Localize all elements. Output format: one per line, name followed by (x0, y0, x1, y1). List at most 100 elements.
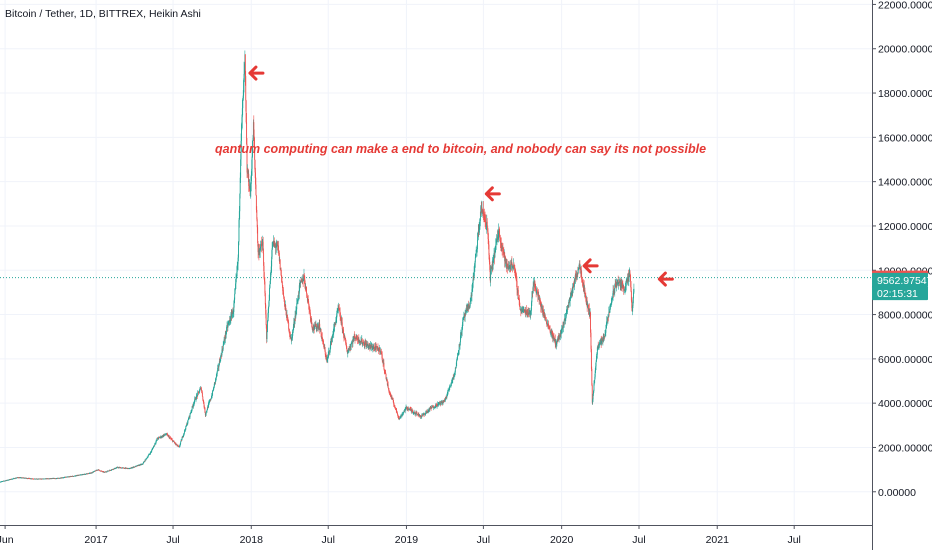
candle-body (398, 417, 400, 419)
candle-body (488, 244, 490, 255)
candle-body (197, 392, 199, 397)
candle-body (261, 245, 263, 247)
candle-body (459, 335, 461, 343)
candle-body (243, 73, 245, 81)
candle-body (198, 391, 200, 393)
candle-body (550, 332, 552, 334)
candle-body (439, 402, 441, 404)
candle-body (496, 238, 498, 243)
candle-body (450, 383, 452, 386)
candle-body (182, 435, 184, 437)
candle-body (528, 313, 529, 315)
candle-body (154, 443, 156, 445)
candle-body (325, 354, 327, 356)
candle-body (168, 436, 170, 439)
candle-body (224, 339, 226, 341)
candle-body (462, 316, 464, 320)
candle-body (222, 349, 224, 351)
candle-body (152, 447, 154, 449)
candle-body (300, 280, 302, 284)
candle-body (579, 263, 581, 270)
candle-body (234, 293, 236, 300)
candle-body (582, 280, 583, 282)
candle-body (395, 408, 397, 411)
candle-body (294, 315, 296, 322)
candle-body (594, 370, 596, 377)
candle-body (233, 303, 235, 312)
candle-body (402, 413, 404, 415)
candle-body (279, 260, 281, 270)
candle-body (218, 365, 220, 368)
candle-body (344, 335, 346, 338)
candle-body (434, 407, 436, 408)
candle-body (605, 328, 607, 333)
candle-body (420, 416, 422, 418)
x-tick-label: 2017 (84, 534, 108, 546)
candle-body (322, 340, 324, 342)
candle-body (630, 281, 632, 291)
candle-body (631, 300, 633, 309)
candle-body (472, 283, 474, 289)
candle-body (465, 309, 467, 311)
candle-body (285, 309, 287, 316)
candle-body (411, 409, 413, 412)
candle-body (392, 399, 394, 403)
candle-body (298, 293, 300, 297)
x-tick-label: Jun (0, 534, 14, 546)
candle-body (568, 300, 570, 308)
candle-body (306, 287, 307, 294)
candle-body (280, 268, 282, 276)
candle-body (337, 308, 339, 313)
candle-body (538, 294, 540, 296)
candle-body (516, 280, 518, 290)
candle-body (449, 387, 451, 388)
candle-body (336, 313, 338, 319)
candle-body (470, 300, 472, 302)
candle-body (101, 470, 103, 472)
candle-body (281, 281, 283, 286)
candles-layer[interactable] (0, 50, 635, 483)
candle-body (243, 80, 245, 96)
candle-body (481, 209, 483, 213)
candle-body (477, 230, 479, 238)
candle-body (226, 327, 228, 333)
candle-body (241, 108, 243, 118)
candle-body (233, 299, 235, 304)
candle-body (415, 412, 417, 415)
candle-body (306, 293, 308, 297)
candle-body (525, 310, 527, 312)
candle-body (352, 339, 354, 344)
candle-body (363, 342, 365, 346)
candle-body (268, 300, 270, 306)
candle-body (417, 413, 418, 415)
candle-body (269, 287, 271, 301)
candle-body (567, 305, 569, 310)
candle-body (199, 388, 201, 390)
candle-body (434, 406, 436, 408)
candle-body (499, 229, 501, 238)
candle-body (581, 271, 583, 280)
candle-body (582, 281, 584, 286)
candle-body (230, 314, 232, 321)
candle-body (296, 303, 298, 310)
candle-body (324, 350, 326, 355)
candle-body (569, 298, 571, 302)
candle-body (477, 237, 479, 241)
candle-body (246, 144, 248, 173)
candle-body (244, 63, 245, 74)
candle-body (308, 301, 310, 305)
candle-body (458, 350, 460, 352)
candle-body (632, 305, 634, 312)
candle-body (621, 282, 623, 284)
candle-body (585, 297, 587, 302)
candle-body (254, 159, 256, 173)
candle-body (630, 290, 632, 301)
candle-body (308, 304, 310, 310)
candle-body (397, 413, 398, 415)
candle-body (545, 320, 547, 322)
candle-body (220, 355, 222, 362)
candle-body (191, 406, 193, 410)
candle-body (250, 174, 252, 184)
candle-body (612, 296, 614, 298)
